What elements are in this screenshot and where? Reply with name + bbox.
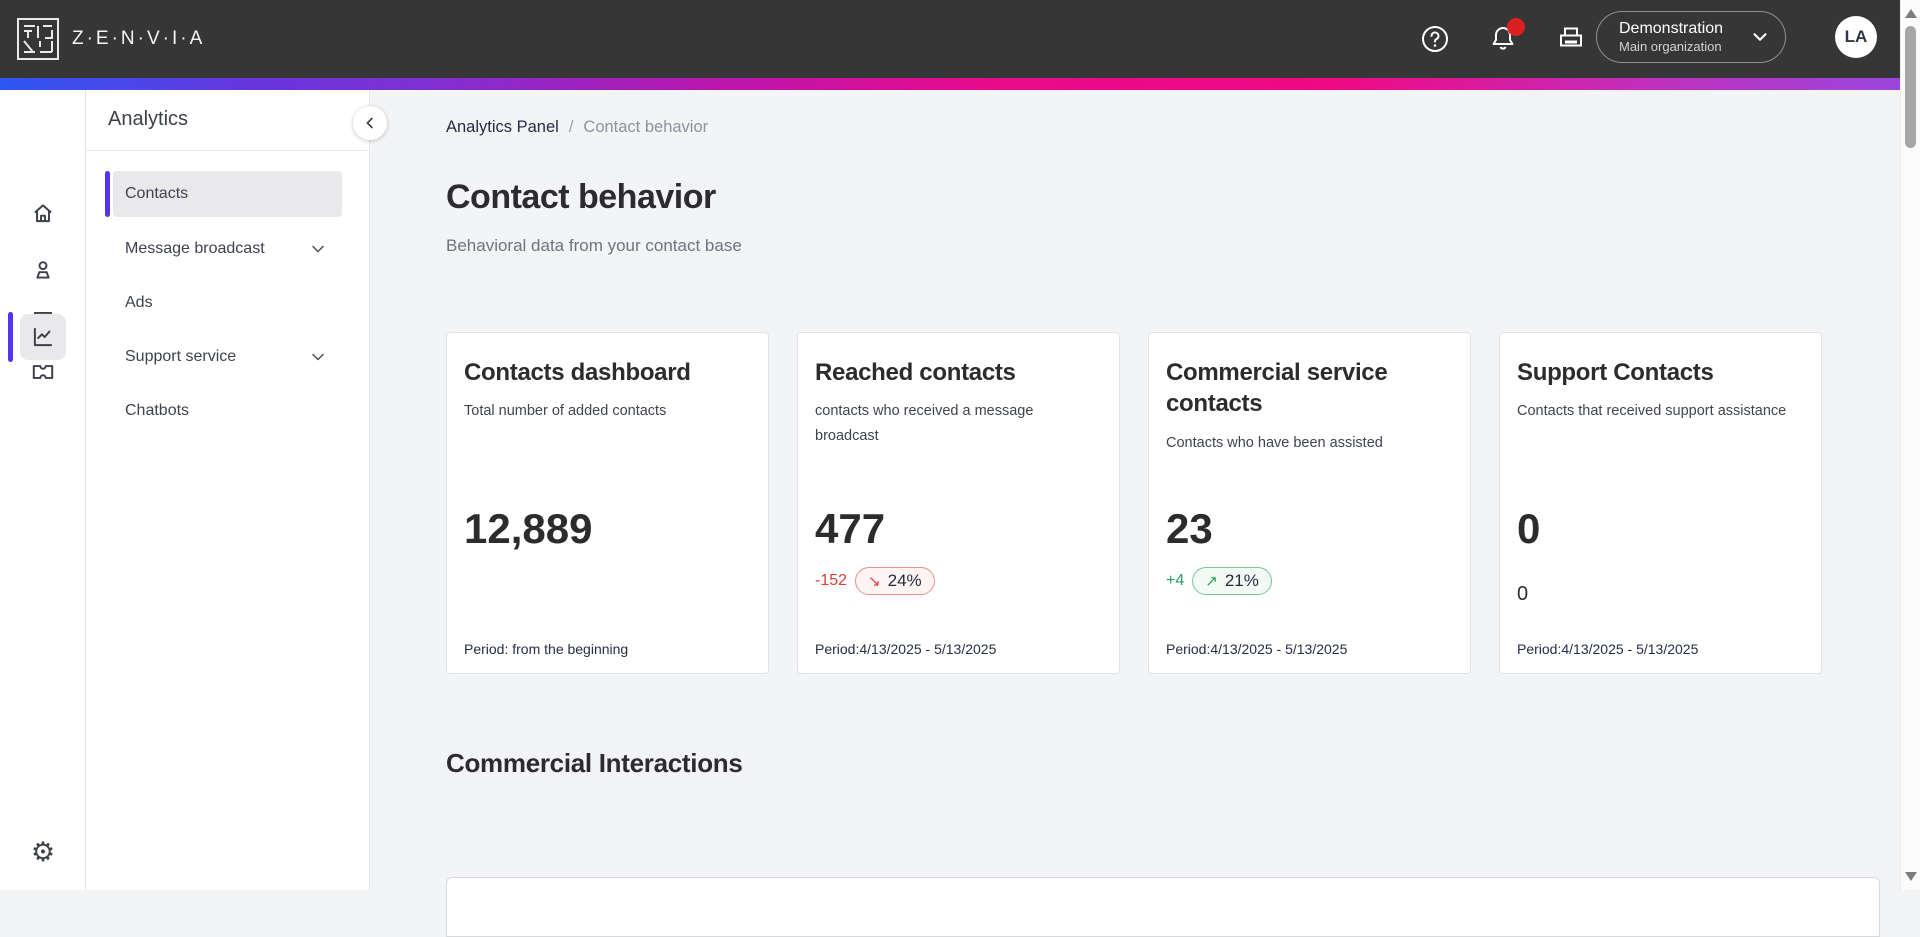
metric-card-support-contacts: Support Contacts Contacts that received … [1499, 332, 1822, 674]
menu-item-message-broadcast[interactable]: Message broadcast [113, 226, 342, 272]
menu-item-support-service[interactable]: Support service [113, 334, 342, 380]
card-period: Period:4/13/2025 - 5/13/2025 [1166, 641, 1348, 657]
card-sub-value: 0 [1517, 583, 1529, 605]
menu-item-contacts[interactable]: Contacts [113, 171, 342, 217]
card-description: Contacts who have been assisted [1166, 435, 1383, 451]
help-icon[interactable] [1420, 24, 1450, 54]
scrollbar-up-arrow[interactable] [1905, 9, 1917, 18]
ticket-icon [32, 365, 54, 379]
panel-divider [86, 150, 370, 151]
notifications-bell-icon[interactable] [1488, 18, 1525, 54]
card-period: Period:4/13/2025 - 5/13/2025 [815, 641, 997, 657]
card-title: Support Contacts [1517, 359, 1714, 386]
card-description: contacts who received a message broadcas… [815, 403, 1034, 444]
breadcrumb-separator: / [568, 118, 574, 136]
organization-selector[interactable]: Demonstration Main organization [1596, 11, 1786, 63]
breadcrumb: Analytics Panel / Contact behavior [446, 118, 708, 137]
card-period: Period: from the beginning [464, 641, 629, 657]
active-menu-indicator [105, 171, 110, 217]
sidebar-item-home[interactable] [20, 190, 66, 236]
brand-name: Z·E·N·V·I·A [72, 28, 206, 49]
card-value: 477 [815, 505, 886, 552]
sidebar-item-analytics[interactable] [20, 314, 66, 360]
metric-card-commercial-service-contacts: Commercial service contacts Contacts who… [1148, 332, 1471, 674]
page-subtitle: Behavioral data from your contact base [446, 236, 742, 255]
chevron-down-icon [312, 245, 324, 253]
sidebar-item-settings[interactable]: ⚙ [20, 829, 66, 875]
print-icon[interactable] [1556, 24, 1586, 54]
active-rail-indicator [8, 312, 13, 362]
card-title: Contacts dashboard [464, 359, 691, 386]
metric-card-contacts-dashboard: Contacts dashboard Total number of added… [446, 332, 769, 674]
trend-pill: ↘ 24% [855, 567, 935, 595]
organization-text: Demonstration Main organization [1619, 19, 1749, 55]
trend-badge-row: -152 ↘ 24% [815, 567, 935, 595]
scrollbar-thumb[interactable] [1905, 26, 1916, 148]
trend-up-icon: ↗ [1205, 573, 1218, 590]
card-value: 12,889 [464, 505, 593, 552]
menu-item-chatbots[interactable]: Chatbots [113, 388, 342, 434]
menu-item-label: Contacts [125, 185, 189, 202]
icon-rail: ⚙ [0, 90, 86, 890]
main-content: Analytics Panel / Contact behavior Conta… [370, 90, 1900, 937]
trend-pill: ↗ 21% [1192, 567, 1272, 595]
delta-value: -152 [815, 572, 848, 589]
topbar-actions [1420, 0, 1586, 78]
delta-percent: 24% [887, 571, 922, 590]
menu-item-label: Chatbots [125, 402, 190, 419]
panel-title: Analytics [108, 108, 189, 130]
collapse-sidebar-button[interactable] [353, 106, 387, 140]
notification-badge [1507, 18, 1525, 36]
menu-item-label: Support service [125, 348, 237, 365]
menu-item-label: Message broadcast [125, 240, 265, 257]
organization-name: Demonstration [1619, 19, 1724, 37]
delta-value: +4 [1166, 572, 1185, 589]
chevron-down-icon [1753, 33, 1767, 41]
card-description: Contacts that received support assistanc… [1517, 403, 1787, 419]
organization-subtitle: Main organization [1619, 38, 1722, 54]
metric-card-reached-contacts: Reached contacts contacts who received a… [797, 332, 1120, 674]
trend-badge-row: +4 ↗ 21% [1166, 567, 1272, 595]
page-title: Contact behavior [446, 178, 716, 216]
trend-down-icon: ↘ [868, 573, 881, 590]
chevron-left-icon [366, 117, 373, 129]
breadcrumb-current: Contact behavior [583, 118, 709, 136]
user-avatar[interactable]: LA [1835, 16, 1877, 58]
card-period: Period:4/13/2025 - 5/13/2025 [1517, 641, 1699, 657]
chevron-down-icon [312, 353, 324, 361]
menu-item-ads[interactable]: Ads [113, 280, 342, 326]
card-value: 23 [1166, 505, 1213, 552]
section-title-commercial-interactions: Commercial Interactions [446, 748, 743, 778]
analytics-panel-sidebar: Analytics Contacts Message broadcast Ads… [86, 90, 370, 890]
breadcrumb-analytics-panel[interactable]: Analytics Panel [446, 118, 559, 136]
delta-percent: 21% [1224, 571, 1259, 590]
menu-item-label: Ads [125, 294, 153, 311]
gradient-accent-bar [0, 78, 1900, 90]
gear-icon: ⚙ [30, 836, 56, 867]
card-title: Reached contacts [815, 359, 1016, 386]
person-icon [36, 261, 50, 279]
card-value: 0 [1517, 505, 1541, 552]
commercial-interactions-card [446, 877, 1880, 937]
scrollbar-down-arrow[interactable] [1905, 872, 1917, 881]
card-description: Total number of added contacts [464, 403, 667, 419]
zenvia-maze-icon [17, 18, 59, 60]
card-title: Commercial service contacts [1166, 359, 1388, 418]
analytics-chart-icon [33, 327, 53, 347]
vertical-scrollbar[interactable] [1900, 0, 1920, 890]
top-bar: Z·E·N·V·I·A [0, 0, 1900, 78]
sidebar-item-contacts[interactable] [20, 247, 66, 293]
sidebar-item-tickets[interactable] [20, 349, 66, 395]
home-icon [34, 204, 52, 223]
zenvia-logo[interactable]: Z·E·N·V·I·A [16, 0, 205, 78]
